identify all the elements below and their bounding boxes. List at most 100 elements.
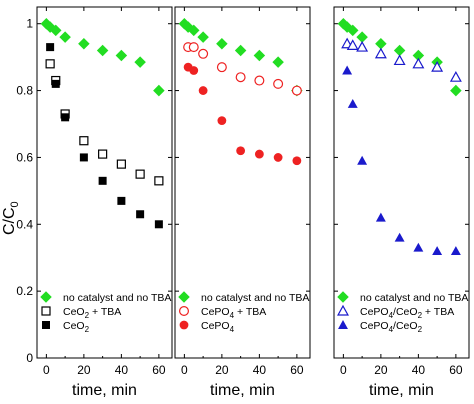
data-point [346,24,359,37]
data-point [234,44,247,57]
x-tick-label: 40 [115,363,129,377]
legend-label-part: CePO [201,320,230,332]
data-point [115,49,128,62]
legend-label: no catalyst and no TBA [201,292,309,304]
data-point [272,56,284,68]
data-point [432,246,443,255]
legend-entry: CePO4/CeO2 [338,320,423,334]
legend-label-subscript: 4 [389,325,394,334]
legend-label-subscript: 4 [230,311,235,320]
legend-marker [338,320,348,329]
x-tick-label: 40 [253,363,267,377]
data-point [187,24,200,37]
data-point [98,176,107,185]
series-3-2 [341,37,462,82]
legend-label: CePO4 + TBA [201,306,266,320]
x-tick-label: 0 [181,363,188,377]
chart-panel-1: 0 20 40 60 0 0.2 0.4 0.6 0.8 1 time, min no catalys… [16,6,173,399]
legend-label-subscript: 2 [85,311,90,320]
legend-marker [337,291,349,303]
data-point [394,232,405,242]
y-tick-label: 0.8 [16,84,33,98]
y-tick-label: 0.4 [16,217,33,231]
legend-marker [179,306,190,317]
data-point [254,75,265,86]
chart-panel-2: 0 20 40 60 time, min no catalyst and no TBA Ce… [174,6,311,399]
series-3-3 [342,65,461,255]
data-point [59,31,71,43]
data-point [189,66,199,75]
data-point [375,212,386,222]
data-point [198,86,208,95]
data-point [46,43,55,52]
legend-label-part: CeO [63,306,85,318]
data-point [393,54,406,66]
legend-label-part: CePO [360,306,389,318]
data-point [273,78,284,89]
data-point [136,210,145,219]
y-axis-title-main: C/C [1,207,18,235]
legend-label: CeO2 [63,320,90,334]
legend-entry: CeO2 + TBA [41,306,121,320]
data-point [217,116,227,126]
series-1-2 [45,59,164,186]
y-tick-label: 0.2 [16,284,33,298]
x-tick-label: 60 [449,363,463,377]
legend-label-part: /CeO [393,320,418,332]
data-point [236,146,246,156]
x-tick-label: 0 [43,363,50,377]
plot-frame [36,6,173,359]
legend-label-part: CeO [63,320,85,332]
legend-label-part: + TBA [89,306,121,318]
legend-label: CeO2 + TBA [63,306,121,320]
data-point [79,136,89,146]
data-point [450,246,461,255]
data-point [449,71,462,82]
data-point [198,48,209,59]
x-tick-label: 60 [290,363,304,377]
plot-frame [333,6,470,359]
legend-label: CePO4/CeO2 [360,320,423,334]
data-point [134,56,146,68]
data-point [116,159,126,169]
data-point [197,31,209,43]
series-2-3 [183,62,302,166]
y-tick-label: 0 [26,351,33,365]
legend-label-part: CePO [360,320,389,332]
x-axis-title: time, min [210,382,275,399]
data-point [154,220,163,229]
data-point [216,38,228,50]
x-axis-title: time, min [369,382,434,399]
data-point [45,59,55,69]
data-point [291,85,302,96]
data-point [182,21,194,33]
series-2-1 [178,17,303,97]
data-point [235,72,246,83]
data-point [61,113,70,122]
x-tick-label: 20 [374,363,388,377]
legend-label-subscript: 2 [418,311,423,320]
data-point [49,24,62,37]
x-tick-label: 0 [340,363,347,377]
legend-label: no catalyst and no TBA [63,292,171,304]
x-tick-label: 20 [77,363,91,377]
legend-label: CePO4/CeO2 + TBA [360,306,454,320]
x-axis-title: time, min [72,382,137,399]
data-point [356,40,369,52]
data-point [135,169,145,179]
data-point [153,84,165,97]
legend-entry: CePO4 [179,320,235,334]
data-point [337,17,350,30]
data-point [412,49,425,62]
data-point [273,153,283,162]
legend-entry: no catalyst and no TBA [40,291,171,304]
legend-marker [337,304,349,316]
x-tick-label: 60 [152,363,166,377]
svg-text:C/C0: C/C0 [1,201,21,235]
data-point [375,38,387,50]
